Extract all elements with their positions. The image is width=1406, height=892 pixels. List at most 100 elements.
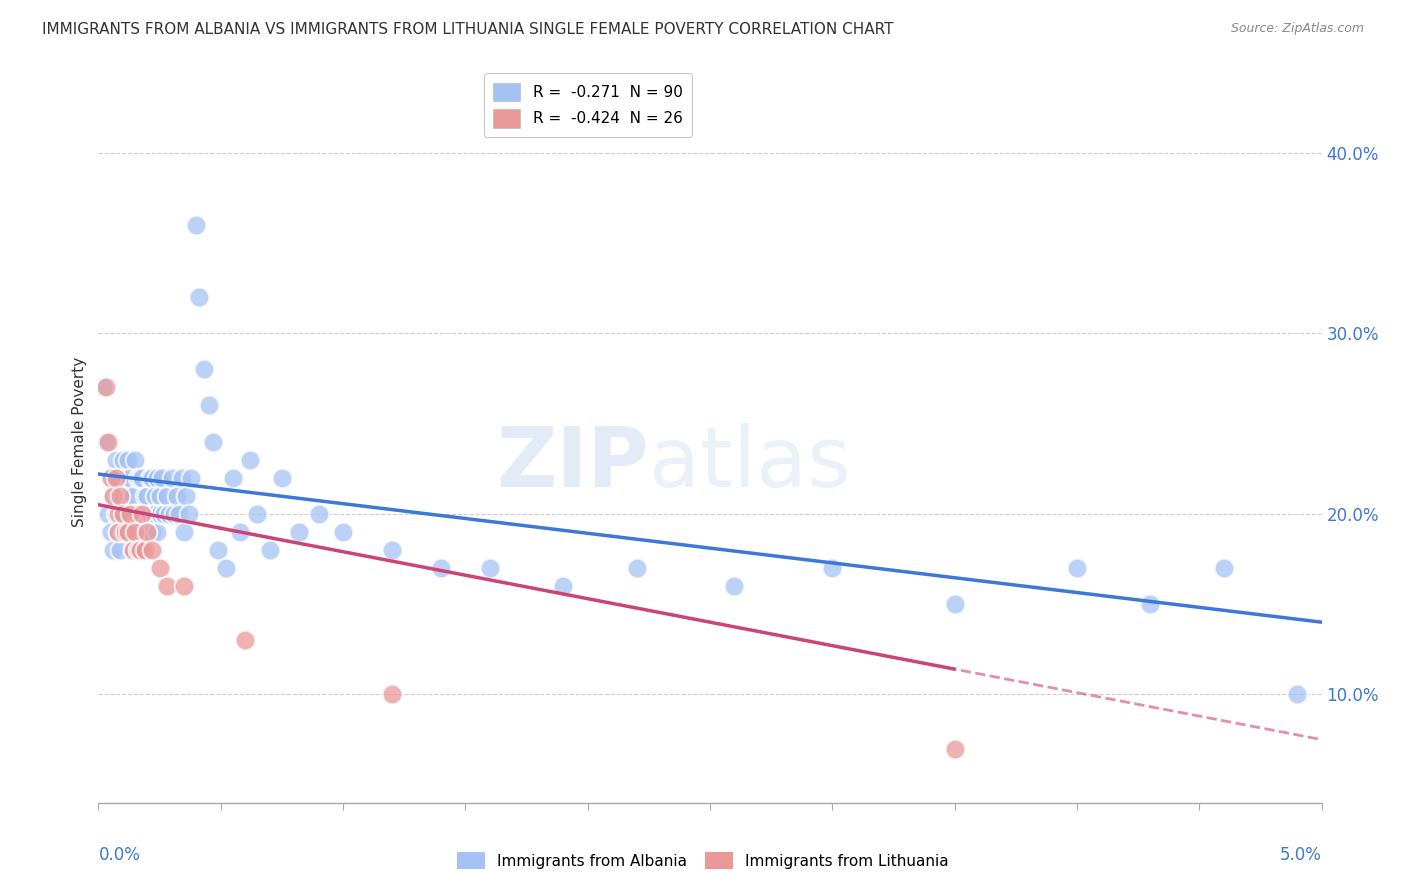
Point xyxy=(167,507,190,521)
Point xyxy=(114,471,136,485)
Point xyxy=(821,561,844,575)
Point xyxy=(114,507,136,521)
Text: ZIP: ZIP xyxy=(496,423,648,504)
Point xyxy=(91,380,114,394)
Point xyxy=(173,579,195,593)
Point xyxy=(104,471,127,485)
Point xyxy=(107,471,129,485)
Text: IMMIGRANTS FROM ALBANIA VS IMMIGRANTS FROM LITHUANIA SINGLE FEMALE POVERTY CORRE: IMMIGRANTS FROM ALBANIA VS IMMIGRANTS FR… xyxy=(42,22,894,37)
Point xyxy=(97,434,120,449)
Point xyxy=(430,561,453,575)
Point xyxy=(723,579,745,593)
Point xyxy=(149,507,172,521)
Point xyxy=(127,507,149,521)
Point xyxy=(134,489,156,503)
Legend: R =  -0.271  N = 90, R =  -0.424  N = 26: R = -0.271 N = 90, R = -0.424 N = 26 xyxy=(484,73,692,136)
Point xyxy=(156,489,179,503)
Point xyxy=(97,507,120,521)
Point xyxy=(136,524,159,539)
Point xyxy=(381,687,404,701)
Point xyxy=(626,561,648,575)
Point xyxy=(139,507,162,521)
Point xyxy=(94,434,117,449)
Point xyxy=(129,524,152,539)
Point xyxy=(1212,561,1234,575)
Point xyxy=(308,507,330,521)
Point xyxy=(214,561,236,575)
Text: 5.0%: 5.0% xyxy=(1279,847,1322,864)
Point xyxy=(186,218,208,232)
Point xyxy=(101,489,124,503)
Point xyxy=(478,561,501,575)
Point xyxy=(146,471,169,485)
Y-axis label: Single Female Poverty: Single Female Poverty xyxy=(72,357,87,526)
Point xyxy=(129,542,152,557)
Point xyxy=(120,507,142,521)
Point xyxy=(202,434,225,449)
Point xyxy=(139,471,162,485)
Point xyxy=(173,524,195,539)
Point xyxy=(259,542,281,557)
Point xyxy=(160,471,183,485)
Point xyxy=(131,542,153,557)
Point xyxy=(141,542,163,557)
Point xyxy=(197,398,219,412)
Point xyxy=(943,741,966,756)
Point xyxy=(1066,561,1088,575)
Point xyxy=(180,471,202,485)
Point xyxy=(121,542,143,557)
Text: 0.0%: 0.0% xyxy=(98,847,141,864)
Point xyxy=(332,524,354,539)
Point xyxy=(121,542,143,557)
Point xyxy=(131,471,153,485)
Point xyxy=(121,489,143,503)
Point xyxy=(101,489,124,503)
Point xyxy=(94,380,117,394)
Point xyxy=(146,524,169,539)
Point xyxy=(117,524,139,539)
Point xyxy=(107,489,129,503)
Point xyxy=(177,507,200,521)
Point xyxy=(229,524,252,539)
Point xyxy=(153,507,176,521)
Point xyxy=(239,452,262,467)
Point xyxy=(114,524,136,539)
Point xyxy=(127,542,149,557)
Text: Source: ZipAtlas.com: Source: ZipAtlas.com xyxy=(1230,22,1364,36)
Point xyxy=(1139,597,1161,611)
Point xyxy=(207,542,229,557)
Text: atlas: atlas xyxy=(648,423,851,504)
Point xyxy=(136,524,159,539)
Point xyxy=(110,489,132,503)
Point xyxy=(193,362,215,376)
Point xyxy=(187,290,209,304)
Point xyxy=(124,452,146,467)
Point xyxy=(141,471,163,485)
Point xyxy=(166,489,188,503)
Point xyxy=(141,524,163,539)
Point xyxy=(117,452,139,467)
Point xyxy=(156,579,179,593)
Point xyxy=(117,524,139,539)
Point xyxy=(107,507,129,521)
Point xyxy=(120,507,142,521)
Point xyxy=(111,452,134,467)
Point xyxy=(149,489,172,503)
Point xyxy=(134,542,156,557)
Point xyxy=(104,507,127,521)
Point xyxy=(100,471,122,485)
Point xyxy=(120,471,142,485)
Point xyxy=(101,542,124,557)
Point xyxy=(111,489,134,503)
Point xyxy=(131,507,153,521)
Point xyxy=(176,489,198,503)
Point xyxy=(107,524,129,539)
Point xyxy=(157,507,180,521)
Point xyxy=(943,597,966,611)
Point xyxy=(553,579,575,593)
Point xyxy=(100,471,122,485)
Point xyxy=(222,471,245,485)
Point xyxy=(1286,687,1309,701)
Point xyxy=(117,489,139,503)
Point xyxy=(134,524,156,539)
